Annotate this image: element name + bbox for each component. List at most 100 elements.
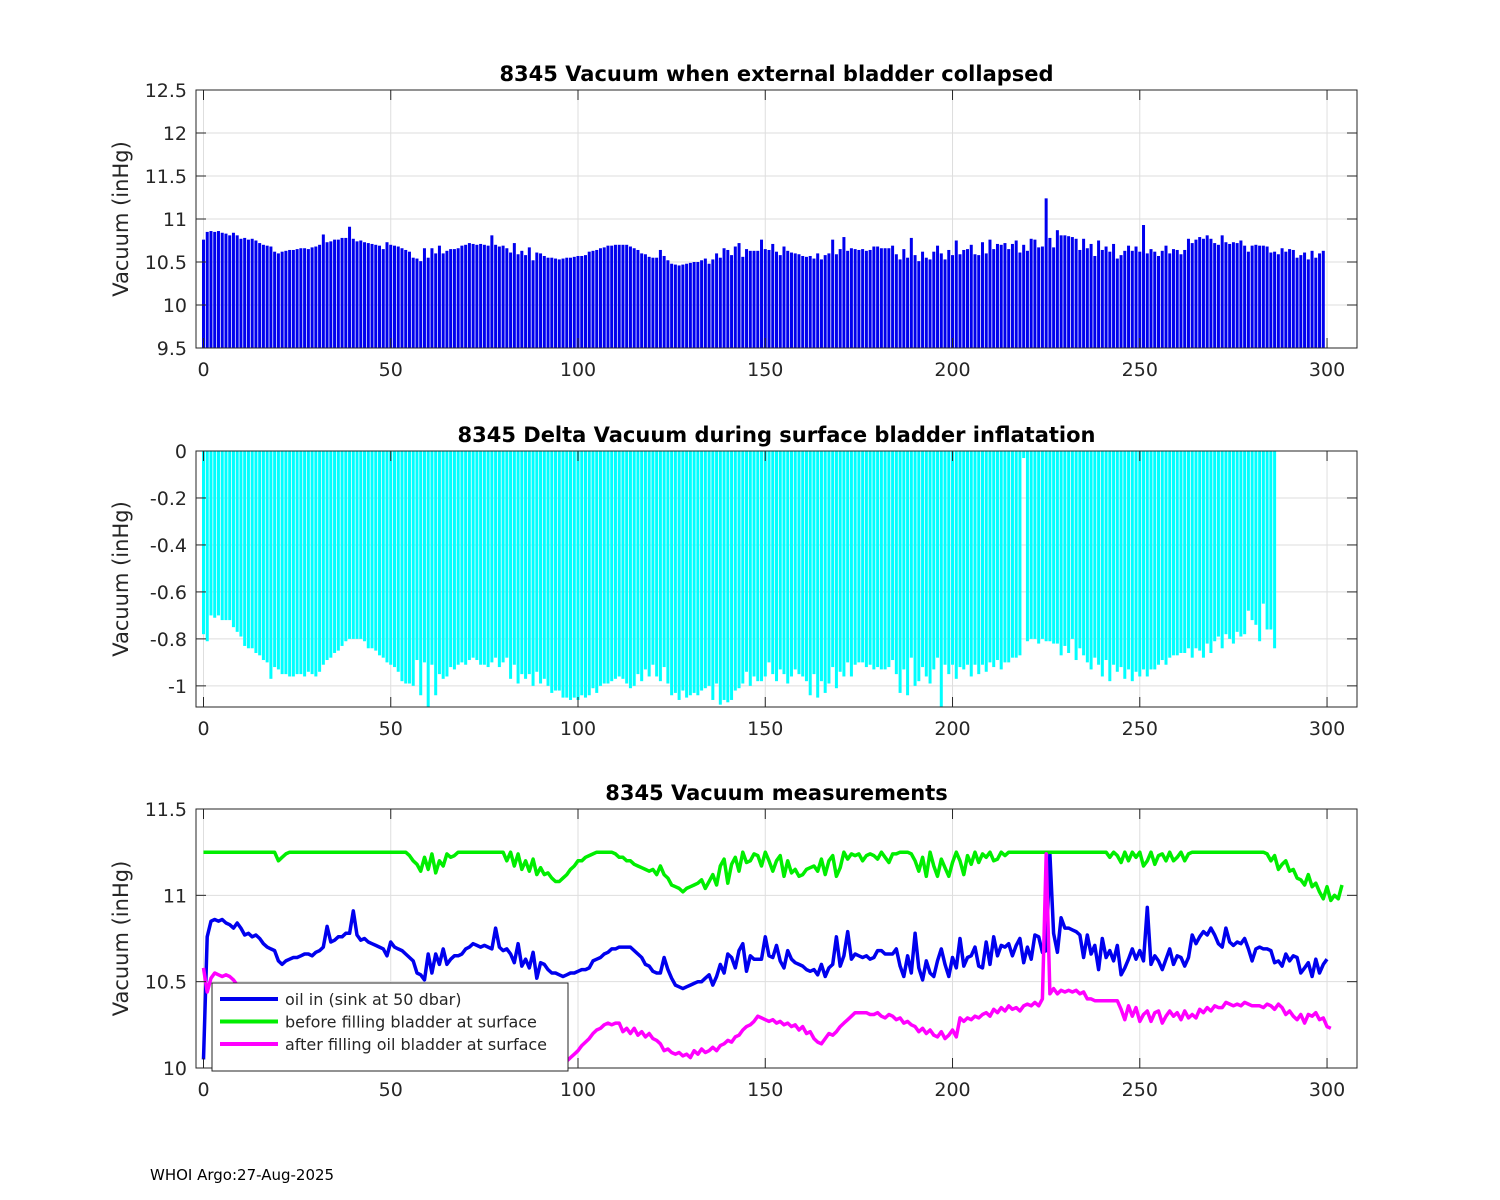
bar	[655, 451, 659, 677]
bar	[1097, 451, 1101, 665]
bar	[936, 245, 940, 348]
bar	[494, 244, 498, 348]
bar	[1235, 243, 1239, 348]
bar	[666, 260, 670, 348]
bar	[291, 451, 295, 677]
bar	[531, 260, 535, 348]
bar	[786, 451, 790, 684]
bar	[404, 249, 408, 348]
bar	[554, 451, 558, 691]
y-tick-label: 9.5	[157, 338, 187, 360]
bar	[407, 251, 411, 348]
bar	[1276, 254, 1280, 348]
bar	[505, 248, 509, 348]
y-tick-label: 12.5	[145, 80, 187, 102]
bar	[1123, 250, 1127, 348]
y-tick-label: -1	[168, 676, 187, 698]
bar	[516, 451, 520, 684]
bar	[471, 243, 475, 348]
bar	[988, 451, 992, 663]
bar	[344, 237, 348, 348]
bar	[879, 248, 883, 348]
bar	[1224, 242, 1228, 348]
bar	[808, 255, 812, 348]
bar	[389, 244, 393, 348]
bar	[932, 451, 936, 670]
bar	[1280, 248, 1284, 348]
bar	[1029, 238, 1033, 348]
bar	[396, 246, 400, 348]
bar	[213, 451, 217, 618]
bar	[898, 451, 902, 693]
bar	[1093, 451, 1097, 658]
bar	[831, 451, 835, 668]
bar	[1142, 225, 1146, 348]
bar	[1063, 235, 1067, 348]
bar	[475, 244, 479, 348]
bar	[662, 451, 666, 668]
bar	[853, 249, 857, 348]
bar	[651, 451, 655, 665]
bar	[677, 265, 681, 348]
bar	[426, 451, 430, 707]
bar	[321, 234, 325, 348]
bar	[527, 247, 531, 348]
bar	[213, 231, 217, 348]
bar	[509, 451, 513, 679]
bar	[1160, 451, 1164, 661]
bar	[928, 451, 932, 684]
bar	[610, 245, 614, 348]
bar	[306, 451, 310, 672]
bar	[1303, 252, 1307, 348]
bar	[374, 451, 378, 651]
bar	[1183, 249, 1187, 348]
x-tick-label: 100	[560, 718, 596, 740]
y-tick-label: -0.8	[150, 629, 187, 651]
bar	[587, 451, 591, 696]
bar	[1265, 451, 1269, 630]
y-axis-label: Vacuum (inHg)	[109, 501, 133, 657]
bar	[647, 256, 651, 348]
bar	[1134, 246, 1138, 348]
bar	[775, 451, 778, 682]
bar	[1243, 245, 1247, 348]
bar	[936, 451, 940, 658]
bar	[632, 451, 636, 686]
bar	[625, 244, 629, 348]
bar	[1052, 247, 1056, 348]
bar	[1085, 248, 1089, 348]
bar	[715, 253, 719, 348]
bar	[378, 451, 382, 656]
bar	[430, 248, 434, 348]
bar	[359, 240, 363, 348]
bar	[288, 451, 292, 677]
bar	[325, 451, 329, 661]
bar	[778, 255, 782, 348]
bar	[1130, 451, 1134, 682]
bar	[460, 245, 464, 348]
bar	[288, 249, 292, 348]
bar	[1194, 239, 1198, 348]
bar	[1157, 255, 1161, 348]
bar	[1145, 253, 1149, 348]
y-tick-label: 11	[163, 885, 187, 907]
bar	[452, 249, 456, 348]
bar	[688, 451, 692, 696]
bar	[1025, 250, 1029, 348]
bar	[426, 257, 430, 348]
bar	[1104, 451, 1108, 661]
bar	[1201, 451, 1205, 658]
bar	[610, 451, 614, 682]
bar	[216, 451, 220, 616]
bar	[318, 451, 322, 672]
bar	[231, 232, 235, 348]
bar	[1318, 253, 1322, 348]
bar	[486, 451, 490, 668]
bar	[1314, 257, 1318, 348]
bar	[434, 253, 438, 348]
bar	[243, 451, 247, 646]
bar	[1037, 451, 1041, 644]
bar	[658, 451, 662, 682]
bar	[437, 451, 441, 675]
bar	[681, 451, 685, 691]
